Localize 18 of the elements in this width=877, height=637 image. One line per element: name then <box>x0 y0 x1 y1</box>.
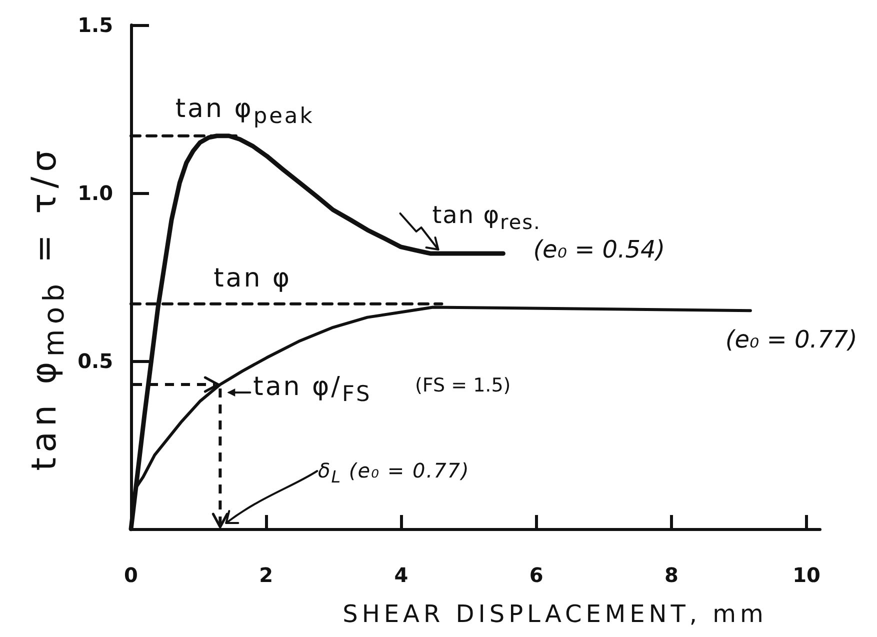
annotation: tan φ/$_{FS}$ <box>253 372 372 407</box>
x-tick-label: 4 <box>394 563 408 587</box>
series-label: (e₀ = 0.77) <box>725 326 858 354</box>
y-tick-label: 1.0 <box>78 181 113 205</box>
annotation: tan φ <box>214 263 292 294</box>
x-tick-label: 0 <box>124 563 138 587</box>
annotation: tan φ$_{peak}$ <box>175 94 314 130</box>
series-label: (e₀ = 0.54) <box>533 235 666 264</box>
y-tick-label: 0.5 <box>78 349 113 373</box>
x-tick-label: 10 <box>792 563 820 587</box>
x-tick-label: 8 <box>664 563 678 587</box>
x-axis-title: SHEAR DISPLACEMENT, mm <box>342 600 768 628</box>
annotation: δ$_{L}$ (e₀ = 0.77) <box>318 458 470 487</box>
x-tick-label: 2 <box>259 563 274 587</box>
annotation: tan φ$_{res.}$ <box>432 202 541 234</box>
annotation: (FS = 1.5) <box>415 374 511 397</box>
y-tick-label: 1.5 <box>78 13 113 37</box>
x-tick-label: 6 <box>529 563 544 587</box>
